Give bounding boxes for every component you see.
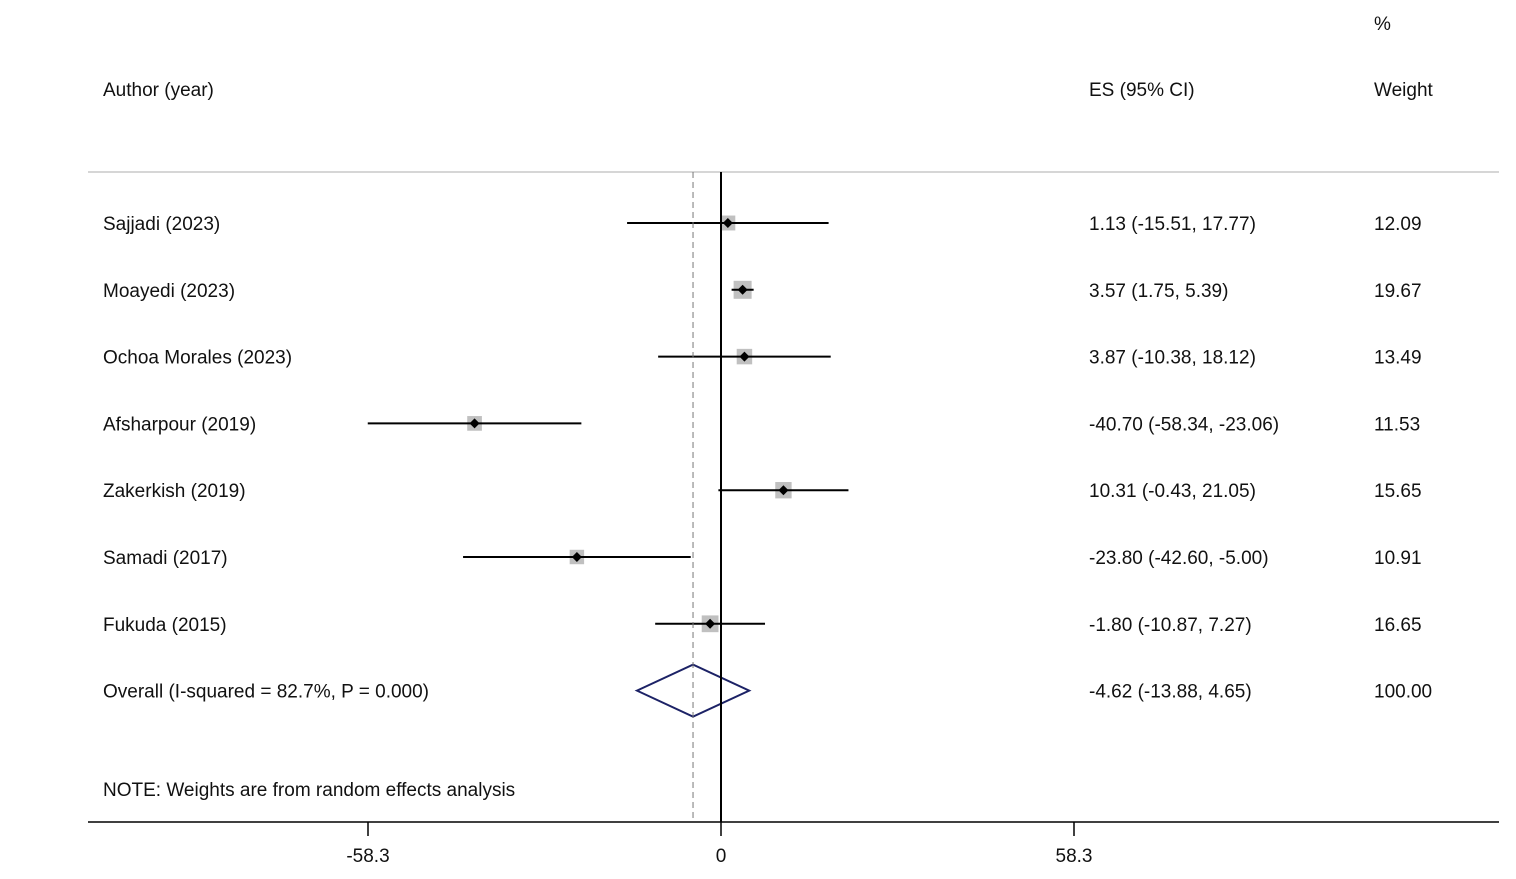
point-estimate <box>739 351 750 362</box>
point-estimate <box>705 618 716 629</box>
study-es-ci: -40.70 (-58.34, -23.06) <box>1089 414 1279 435</box>
study-row: Sajjadi (2023) 1.13 (-15.51, 17.77) 12.09 <box>103 214 1422 235</box>
study-row: Afsharpour (2019) -40.70 (-58.34, -23.06)… <box>103 414 1420 435</box>
overall-label: Overall (I-squared = 82.7%, P = 0.000) <box>103 682 429 703</box>
study-label: Sajjadi (2023) <box>103 214 220 235</box>
overall-row: Overall (I-squared = 82.7%, P = 0.000) -4… <box>103 663 1432 718</box>
study-es-ci: -1.80 (-10.87, 7.27) <box>1089 615 1252 636</box>
overall-diamond <box>634 663 752 718</box>
study-row: Samadi (2017) -23.80 (-42.60, -5.00) 10.91 <box>103 548 1422 569</box>
study-weight: 19.67 <box>1374 281 1422 302</box>
point-estimate <box>778 485 789 496</box>
study-label: Zakerkish (2019) <box>103 481 246 502</box>
study-weight: 16.65 <box>1374 615 1422 636</box>
x-tick-label: -58.3 <box>346 846 389 867</box>
study-weight: 15.65 <box>1374 481 1422 502</box>
study-weight: 13.49 <box>1374 348 1422 369</box>
study-es-ci: 1.13 (-15.51, 17.77) <box>1089 214 1256 235</box>
header-study: Author (year) <box>103 80 214 101</box>
study-es-ci: 3.57 (1.75, 5.39) <box>1089 281 1228 302</box>
study-label: Ochoa Morales (2023) <box>103 348 292 369</box>
point-estimate <box>469 418 480 429</box>
study-row: Ochoa Morales (2023) 3.87 (-10.38, 18.12)… <box>103 348 1422 369</box>
study-row: Moayedi (2023) 3.57 (1.75, 5.39) 19.67 <box>103 280 1422 302</box>
point-estimate <box>722 218 733 228</box>
overall-es-ci: -4.62 (-13.88, 4.65) <box>1089 682 1252 703</box>
x-tick-label: 0 <box>716 846 727 867</box>
study-es-ci: -23.80 (-42.60, -5.00) <box>1089 548 1269 569</box>
footnote: NOTE: Weights are from random effects an… <box>103 780 515 801</box>
overall-weight: 100.00 <box>1374 682 1432 703</box>
study-es-ci: 3.87 (-10.38, 18.12) <box>1089 348 1256 369</box>
x-tick-label: 58.3 <box>1056 846 1093 867</box>
study-weight: 11.53 <box>1374 414 1420 435</box>
point-estimate <box>571 552 582 562</box>
study-label: Samadi (2017) <box>103 548 228 569</box>
point-estimate <box>737 284 748 295</box>
study-row: Fukuda (2015) -1.80 (-10.87, 7.27) 16.65 <box>103 615 1422 636</box>
study-label: Fukuda (2015) <box>103 615 227 636</box>
header-weight: Weight <box>1374 80 1434 101</box>
study-weight: 10.91 <box>1374 548 1422 569</box>
study-es-ci: 10.31 (-0.43, 21.05) <box>1089 481 1256 502</box>
header-es: ES (95% CI) <box>1089 80 1195 101</box>
study-label: Afsharpour (2019) <box>103 414 256 435</box>
x-tick: 58.3 <box>1056 822 1093 867</box>
study-row: Zakerkish (2019) 10.31 (-0.43, 21.05) 15.6… <box>103 481 1422 502</box>
x-tick: -58.3 <box>346 822 390 867</box>
study-label: Moayedi (2023) <box>103 281 235 302</box>
x-tick: 0 <box>716 822 727 867</box>
header-weight-percent: % <box>1374 14 1391 35</box>
study-weight: 12.09 <box>1374 214 1422 235</box>
